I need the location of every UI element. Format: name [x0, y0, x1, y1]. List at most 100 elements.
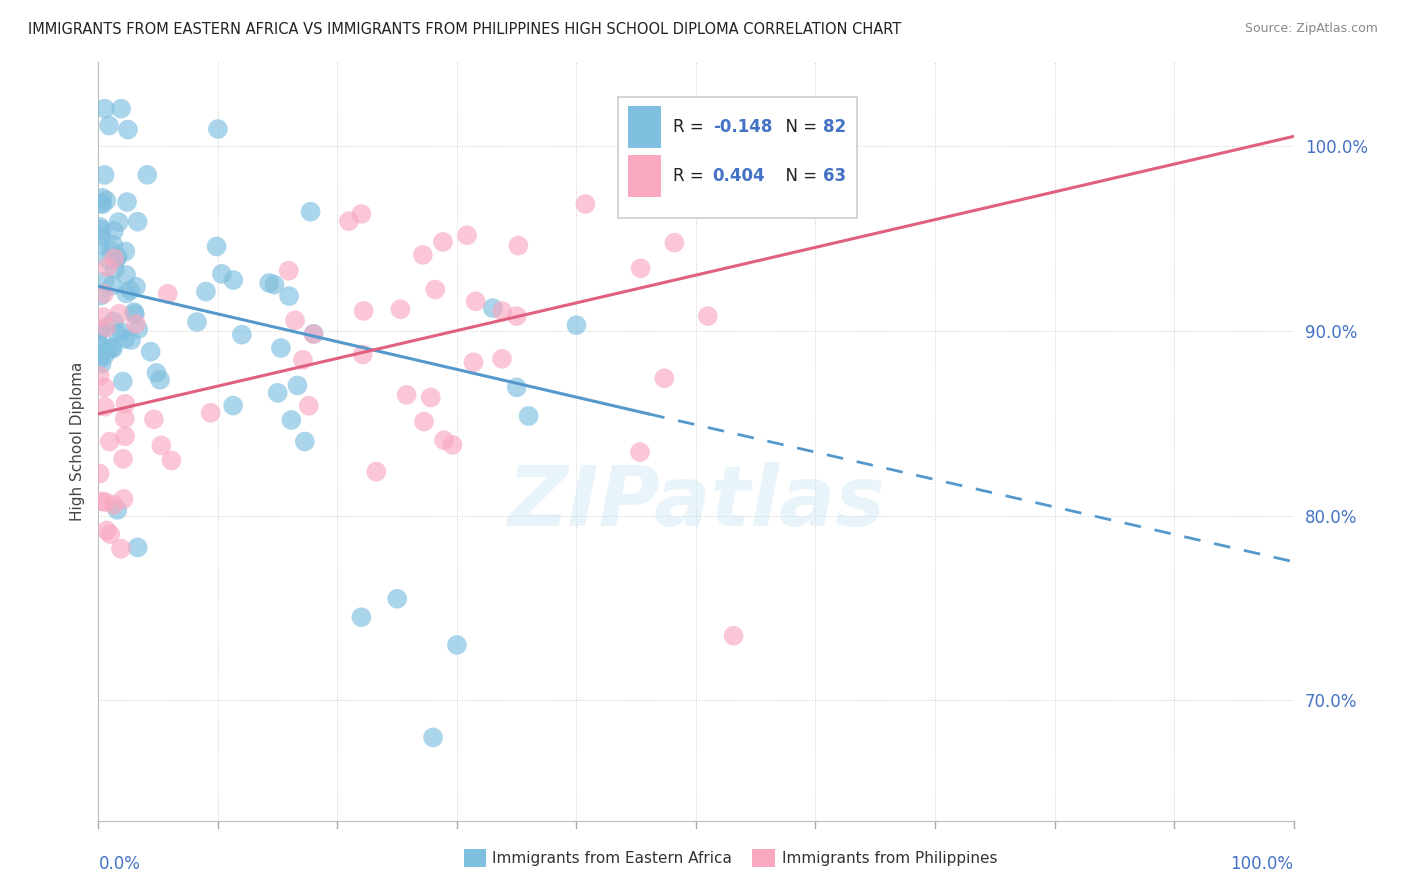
Point	[278, 289, 301, 303]
Point	[412, 248, 434, 262]
Point	[574, 197, 596, 211]
Point	[93, 168, 115, 182]
Point	[91, 310, 114, 324]
Point	[89, 238, 111, 252]
Point	[90, 229, 112, 244]
Point	[456, 228, 478, 243]
Text: Source: ZipAtlas.com: Source: ZipAtlas.com	[1244, 22, 1378, 36]
Point	[96, 524, 118, 538]
Point	[94, 102, 117, 116]
Point	[114, 429, 136, 443]
Point	[105, 503, 128, 517]
Point	[464, 294, 486, 309]
Point	[89, 325, 111, 339]
Point	[108, 307, 131, 321]
Point	[194, 285, 217, 299]
Point	[419, 391, 441, 405]
Point	[389, 302, 412, 317]
Point	[96, 260, 118, 274]
Point	[115, 286, 138, 301]
Point	[491, 304, 513, 318]
Point	[127, 541, 149, 555]
Point	[145, 366, 167, 380]
Point	[93, 380, 115, 394]
Point	[96, 343, 118, 358]
Point	[103, 237, 125, 252]
Point	[101, 341, 124, 355]
Point	[506, 380, 529, 394]
Text: ZIPatlas: ZIPatlas	[508, 462, 884, 542]
Point	[385, 591, 409, 606]
Point	[94, 495, 117, 509]
Point	[257, 276, 280, 290]
Text: Immigrants from Eastern Africa: Immigrants from Eastern Africa	[492, 852, 733, 866]
Point	[103, 498, 125, 512]
Point	[506, 309, 529, 323]
Point	[111, 375, 134, 389]
Point	[353, 304, 375, 318]
Point	[291, 352, 314, 367]
Point	[294, 434, 316, 449]
Text: 82: 82	[823, 118, 846, 136]
Point	[433, 434, 456, 448]
Point	[89, 368, 111, 383]
Point	[127, 322, 149, 336]
Text: R =: R =	[673, 167, 709, 186]
Text: R =: R =	[673, 118, 709, 136]
Point	[89, 338, 111, 352]
Point	[287, 378, 309, 392]
Point	[136, 168, 159, 182]
Point	[89, 337, 111, 351]
Text: 63: 63	[823, 167, 846, 186]
Point	[302, 327, 325, 342]
Point	[696, 192, 718, 206]
Point	[122, 305, 145, 319]
Point	[107, 249, 129, 263]
Point	[160, 453, 183, 467]
Point	[432, 235, 454, 249]
Point	[107, 215, 129, 229]
Point	[96, 194, 118, 208]
Point	[125, 317, 148, 331]
Point	[101, 342, 124, 356]
Point	[125, 279, 148, 293]
Point	[446, 638, 468, 652]
Point	[89, 219, 111, 234]
Text: -0.148: -0.148	[713, 118, 772, 136]
Point	[115, 195, 138, 210]
Point	[277, 263, 299, 277]
Point	[114, 332, 136, 346]
Point	[90, 494, 112, 508]
Point	[298, 399, 321, 413]
Point	[120, 283, 142, 297]
Point	[280, 413, 302, 427]
Text: 0.0%: 0.0%	[98, 855, 141, 872]
Point	[89, 352, 111, 367]
Point	[156, 286, 179, 301]
Point	[91, 197, 114, 211]
Point	[96, 320, 118, 334]
Point	[89, 323, 111, 337]
Point	[107, 326, 129, 341]
Point	[481, 301, 505, 315]
Point	[89, 467, 111, 481]
Point	[93, 400, 115, 414]
Point	[103, 314, 125, 328]
Point	[706, 187, 728, 202]
Point	[105, 252, 128, 266]
FancyBboxPatch shape	[619, 96, 858, 218]
Point	[463, 355, 485, 369]
Point	[103, 224, 125, 238]
Point	[263, 277, 285, 292]
Point	[211, 267, 233, 281]
Point	[127, 215, 149, 229]
Point	[110, 541, 132, 556]
Point	[98, 527, 121, 541]
Point	[112, 451, 135, 466]
Point	[200, 406, 222, 420]
Point	[142, 412, 165, 426]
Point	[222, 273, 245, 287]
Text: IMMIGRANTS FROM EASTERN AFRICA VS IMMIGRANTS FROM PHILIPPINES HIGH SCHOOL DIPLOM: IMMIGRANTS FROM EASTERN AFRICA VS IMMIGR…	[28, 22, 901, 37]
Point	[337, 214, 360, 228]
Point	[97, 252, 120, 267]
